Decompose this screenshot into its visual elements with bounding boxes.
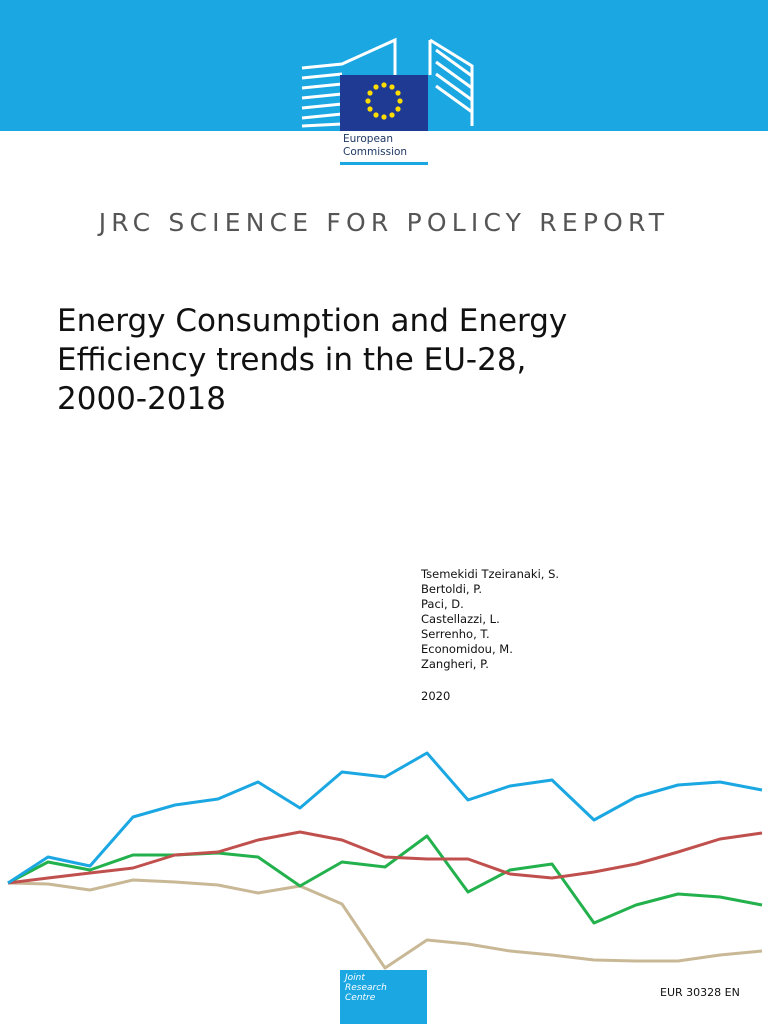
title-line: Efficiency trends in the EU-28, <box>57 342 527 378</box>
flag-stars <box>365 82 403 120</box>
series-label: JRC SCIENCE FOR POLICY REPORT <box>98 208 670 237</box>
report-number: EUR 30328 EN <box>660 986 740 999</box>
jrc-logo: Joint Research Centre <box>340 970 427 1024</box>
author: Economidou, M. <box>421 642 513 656</box>
jrc-line: Centre <box>345 993 376 1003</box>
decorative-lines <box>7 751 763 970</box>
year: 2020 <box>421 689 451 703</box>
logo-line: Commission <box>343 146 408 158</box>
authors: Tsemekidi Tzeiranaki, S. Bertoldi, P. Pa… <box>421 567 559 672</box>
author: Zangheri, P. <box>421 657 489 671</box>
author: Tsemekidi Tzeiranaki, S. <box>421 567 560 581</box>
jrc-line: Research <box>345 983 387 993</box>
author: Serrenho, T. <box>421 627 490 641</box>
title: Energy Consumption and Energy Efficiency… <box>57 302 567 419</box>
title-line: Energy Consumption and Energy <box>57 303 568 339</box>
title-line: 2000-2018 <box>57 381 226 417</box>
building-logo <box>301 37 474 128</box>
author: Bertoldi, P. <box>421 582 483 596</box>
author: Paci, D. <box>421 597 464 611</box>
logo-line: European <box>343 133 394 145</box>
logo-underline <box>340 162 428 165</box>
jrc-line: Joint <box>345 973 365 983</box>
author: Castellazzi, L. <box>421 612 500 626</box>
logo-text: European Commission <box>343 133 407 159</box>
